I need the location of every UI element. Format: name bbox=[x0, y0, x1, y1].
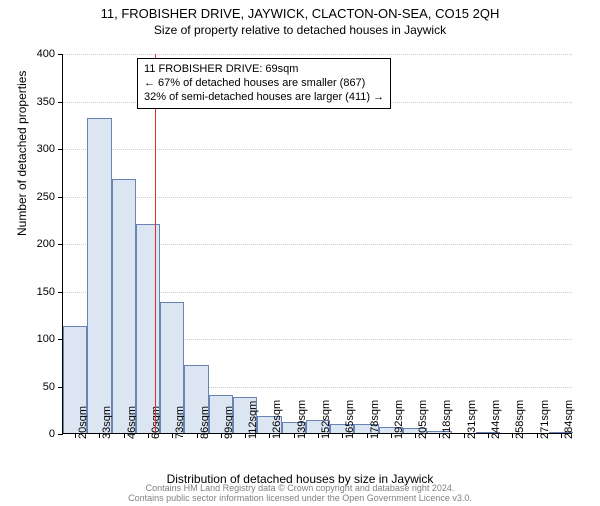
x-tick bbox=[75, 433, 76, 438]
y-tick bbox=[58, 244, 63, 245]
y-tick bbox=[58, 54, 63, 55]
page-title: 11, FROBISHER DRIVE, JAYWICK, CLACTON-ON… bbox=[0, 6, 600, 21]
x-tick-label: 126sqm bbox=[271, 400, 283, 439]
x-tick bbox=[415, 433, 416, 438]
x-tick-label: 192sqm bbox=[393, 400, 405, 439]
x-tick bbox=[148, 433, 149, 438]
footer-line1: Contains HM Land Registry data © Crown c… bbox=[146, 483, 455, 493]
y-tick bbox=[58, 102, 63, 103]
x-tick-label: 165sqm bbox=[344, 400, 356, 439]
x-tick-label: 271sqm bbox=[539, 400, 551, 439]
x-tick bbox=[294, 433, 295, 438]
x-tick bbox=[391, 433, 392, 438]
x-tick bbox=[221, 433, 222, 438]
histogram-bar bbox=[136, 224, 160, 433]
y-tick-label: 0 bbox=[49, 428, 55, 440]
y-tick bbox=[58, 197, 63, 198]
histogram-bar bbox=[112, 179, 136, 433]
subtitle: Size of property relative to detached ho… bbox=[0, 23, 600, 37]
x-tick bbox=[245, 433, 246, 438]
y-tick bbox=[58, 434, 63, 435]
x-tick-label: 244sqm bbox=[490, 400, 502, 439]
y-tick-label: 150 bbox=[37, 286, 55, 298]
y-tick-label: 350 bbox=[37, 96, 55, 108]
footer-line2: Contains public sector information licen… bbox=[128, 493, 472, 503]
y-axis-title: Number of detached properties bbox=[15, 71, 29, 236]
reference-line bbox=[155, 54, 156, 433]
x-tick-label: 284sqm bbox=[563, 400, 575, 439]
histogram-bar bbox=[87, 118, 111, 433]
x-tick bbox=[197, 433, 198, 438]
x-tick bbox=[367, 433, 368, 438]
x-tick-label: 231sqm bbox=[466, 400, 478, 439]
chart-plot-area: 05010015020025030035040020sqm33sqm46sqm6… bbox=[62, 54, 572, 434]
x-tick bbox=[561, 433, 562, 438]
y-tick-label: 300 bbox=[37, 143, 55, 155]
y-tick-label: 50 bbox=[43, 381, 55, 393]
annotation-line2: ← 67% of detached houses are smaller (86… bbox=[144, 77, 384, 91]
x-tick bbox=[124, 433, 125, 438]
y-tick-label: 100 bbox=[37, 333, 55, 345]
annotation-line1: 11 FROBISHER DRIVE: 69sqm bbox=[144, 63, 384, 77]
gridline bbox=[63, 197, 572, 198]
x-tick-label: 258sqm bbox=[514, 400, 526, 439]
gridline bbox=[63, 149, 572, 150]
x-tick bbox=[537, 433, 538, 438]
x-tick-label: 218sqm bbox=[441, 400, 453, 439]
annotation-line3: 32% of semi-detached houses are larger (… bbox=[144, 91, 384, 105]
y-tick-label: 250 bbox=[37, 191, 55, 203]
x-tick-label: 205sqm bbox=[417, 400, 429, 439]
x-tick bbox=[318, 433, 319, 438]
y-tick-label: 400 bbox=[37, 48, 55, 60]
x-tick-label: 152sqm bbox=[320, 400, 332, 439]
footer-attribution: Contains HM Land Registry data © Crown c… bbox=[0, 484, 600, 504]
y-tick bbox=[58, 149, 63, 150]
annotation-box: 11 FROBISHER DRIVE: 69sqm ← 67% of detac… bbox=[137, 58, 391, 109]
y-tick bbox=[58, 292, 63, 293]
y-tick-label: 200 bbox=[37, 238, 55, 250]
x-tick bbox=[488, 433, 489, 438]
gridline bbox=[63, 54, 572, 55]
x-tick bbox=[464, 433, 465, 438]
x-tick-label: 178sqm bbox=[369, 400, 381, 439]
